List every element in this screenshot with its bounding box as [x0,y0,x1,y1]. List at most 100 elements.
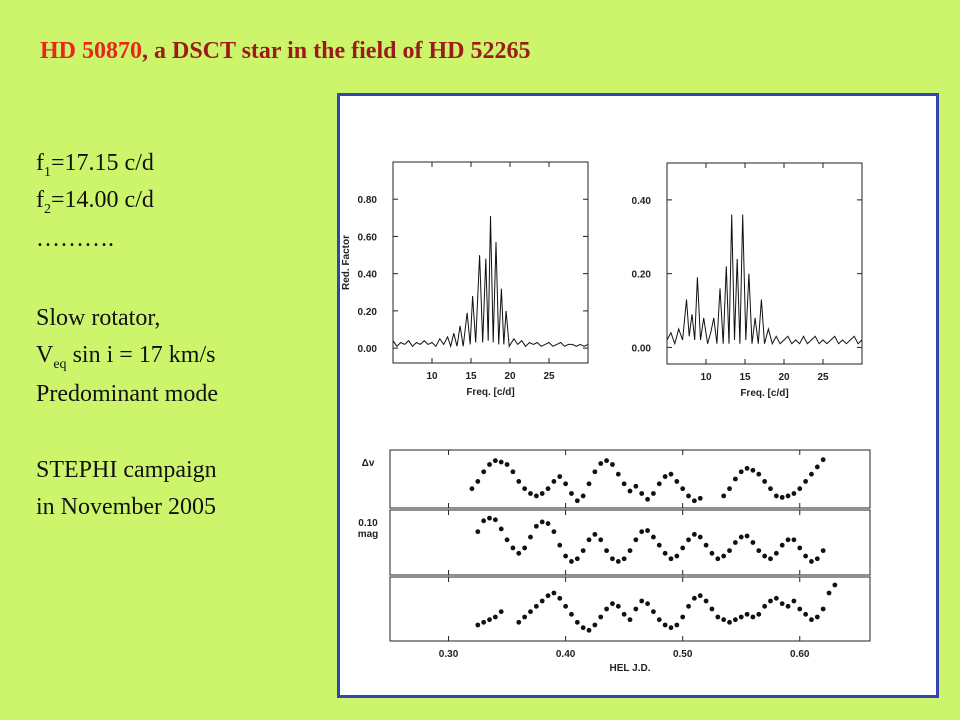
data-point [557,474,563,479]
data-point [580,625,586,631]
data-point [586,627,592,633]
data-point [557,542,563,548]
x-tick-label: 15 [465,371,477,382]
data-point [715,614,721,620]
data-point [768,556,773,562]
text-line: Slow rotator, [36,305,160,331]
x-tick-label: 0.40 [556,649,576,660]
data-point [510,469,516,475]
data-point [545,593,551,599]
text-line: Veq sin i = 17 km/s [36,342,215,372]
data-point [492,614,498,620]
data-point [563,603,569,609]
data-point [686,603,691,609]
data-point [744,465,750,471]
data-point [662,474,668,479]
data-point [604,548,609,554]
data-point [732,476,738,482]
y-tick-label: 0.80 [358,195,378,206]
data-point [721,617,727,623]
periodogram-line [392,215,589,349]
data-point [510,545,516,551]
data-point [727,548,732,554]
data-point [709,550,715,556]
data-point [727,486,732,492]
data-point [803,611,809,617]
data-point [610,462,615,467]
y-tick-label: 0.40 [632,196,652,207]
y-tick-label: 0.60 [358,232,378,243]
data-point [744,533,750,539]
data-point [721,493,727,499]
figure-frame [337,93,939,698]
data-point [651,534,656,540]
data-point [528,609,533,615]
x-tick-label: 25 [543,371,555,382]
data-point [797,486,803,492]
x-axis-label: Freq. [c/d] [740,388,788,399]
line-text: V [36,342,54,368]
data-point [820,606,826,612]
data-point [773,550,779,556]
data-point [651,609,656,615]
x-axis-label: HEL J.D. [610,663,651,674]
subscript: 2 [44,202,51,217]
panel-label: mag [358,529,379,540]
panel-label: 0.10 [358,518,378,529]
x-tick-label: 0.30 [439,649,459,660]
data-point [697,534,703,540]
data-point [662,550,668,556]
data-point [533,493,539,499]
data-point [686,537,691,543]
x-tick-label: 25 [817,372,829,383]
slide-title: HD 50870, a DSCT star in the field of HD… [40,38,530,64]
data-point [756,548,762,554]
data-point [475,529,481,535]
panel-frame [389,449,871,509]
text-line: ………. [36,226,114,252]
data-point [785,537,791,543]
data-point [610,556,615,562]
data-point [627,548,633,554]
data-point [814,464,820,470]
data-point [656,617,662,623]
data-point [586,537,592,543]
data-point [621,481,627,487]
data-point [826,590,832,596]
data-point [539,598,545,604]
data-point [768,486,773,492]
plot-frame [392,161,589,364]
data-point [551,590,557,596]
data-point [522,545,528,551]
data-point [598,461,604,466]
data-point [615,471,621,477]
panel-label: Δv [362,458,375,469]
data-point [691,595,697,601]
data-point [645,496,650,502]
data-point [615,603,621,609]
periodogram-line [666,214,863,346]
data-point [487,515,492,521]
line-rest: sin i = 17 km/s [67,342,216,368]
figure: 0.00 0.20 0.40 0.60 0.80 10 15 20 25 Freq. [c/d] R… [341,161,871,674]
line-text: STEPHI campaign [36,457,217,483]
data-point [545,486,551,492]
data-point [633,483,639,489]
y-tick-label: 0.00 [632,343,652,354]
data-point [785,493,791,499]
data-point [498,526,504,532]
data-point [651,491,656,496]
data-point [703,598,709,604]
data-point [680,545,686,551]
data-point [633,537,639,543]
data-point [627,617,633,623]
data-point [773,493,779,499]
subscript: eq [53,357,66,372]
title-rest: , a DSCT star in the field of HD 52265 [142,38,530,64]
data-point [744,611,750,617]
data-point [773,595,779,601]
data-point [785,603,791,609]
data-point [656,542,662,548]
